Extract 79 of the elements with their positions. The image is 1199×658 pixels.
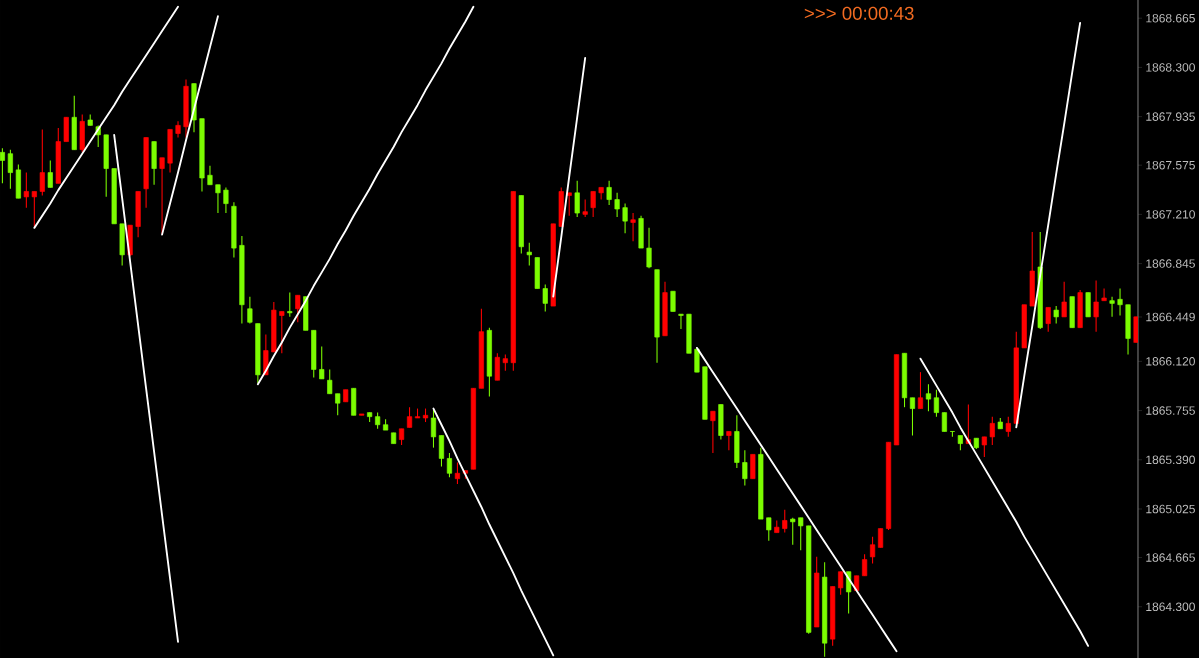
candlestick (0, 147, 5, 184)
y-tick-label: 1865.025 (1146, 504, 1195, 514)
candlestick (327, 368, 333, 395)
candlestick (159, 157, 165, 236)
candlestick (47, 159, 53, 188)
candlestick (941, 412, 947, 433)
candlestick (877, 528, 884, 548)
candlestick (207, 165, 213, 186)
candlestick (798, 517, 804, 551)
candlestick (606, 180, 612, 206)
candlestick (247, 296, 253, 325)
candlestick (989, 416, 995, 446)
line-series (552, 57, 587, 298)
y-tick-label: 1864.665 (1146, 553, 1195, 562)
y-tick-label: 1867.210 (1146, 210, 1195, 219)
candlestick (406, 406, 413, 428)
candlestick (790, 517, 796, 546)
candlestick (438, 434, 445, 468)
candlestick (933, 389, 940, 418)
candlestick (622, 203, 628, 234)
candlestick (646, 227, 652, 269)
y-tick-label: 1867.935 (1146, 112, 1195, 121)
candlestick (319, 345, 325, 380)
annotation: >>> 00:00:43 (804, 6, 914, 20)
candlestick (175, 120, 181, 139)
candlestick (566, 192, 572, 217)
candlestick (766, 517, 772, 542)
candlestick (446, 452, 453, 478)
candlestick (542, 283, 548, 313)
candlestick (782, 509, 788, 534)
candlestick (430, 408, 437, 449)
candlestick (710, 410, 716, 454)
y-tick-label: 1864.300 (1146, 602, 1195, 612)
y-tick-label: 1865.755 (1146, 406, 1195, 415)
candlestick (39, 128, 45, 197)
candlestick (574, 180, 580, 218)
candlestick (670, 290, 676, 313)
candlestick (909, 397, 916, 437)
y-tick-label: 1867.575 (1146, 160, 1195, 170)
candlestick (917, 371, 924, 410)
candlestick (1109, 296, 1115, 318)
candlestick (614, 192, 620, 218)
y-tick-label: 1866.845 (1146, 259, 1195, 268)
candlestick (981, 436, 987, 458)
candlestick (1093, 279, 1099, 333)
candlestick (838, 571, 844, 596)
candlestick (223, 186, 229, 214)
candlestick (598, 186, 604, 201)
candlestick (23, 172, 29, 209)
candlestick (869, 536, 876, 565)
candlestick (335, 393, 341, 416)
y-tick-label: 1868.300 (1146, 63, 1195, 72)
y-tick-label: 1866.449 (1146, 312, 1195, 322)
candlestick (287, 292, 293, 318)
candlestick (694, 348, 700, 373)
candlestick (925, 383, 932, 412)
candlestick (726, 430, 732, 451)
y-tick-label: 1865.390 (1146, 455, 1195, 465)
candlestick (295, 294, 301, 323)
candlestick (279, 310, 285, 354)
candlestick (1117, 288, 1123, 317)
y-tick-label: 1866.120 (1146, 357, 1195, 366)
candlestick (678, 313, 684, 330)
candlestick (1101, 288, 1107, 302)
y-tick-label: 1868.665 (1146, 13, 1195, 23)
candlestick (590, 190, 596, 218)
line-series (1015, 21, 1082, 429)
candlestick (630, 212, 636, 242)
candlestick (215, 184, 221, 214)
candlestick (1061, 281, 1067, 318)
candlestick (862, 553, 868, 577)
candlestick (494, 352, 500, 381)
candlestick (1005, 416, 1011, 438)
candlestick (742, 449, 748, 486)
candlestick (31, 190, 37, 228)
candlestick (526, 242, 532, 267)
candlestick (7, 149, 13, 190)
candlestick (1045, 306, 1051, 333)
candlestick (454, 461, 461, 485)
